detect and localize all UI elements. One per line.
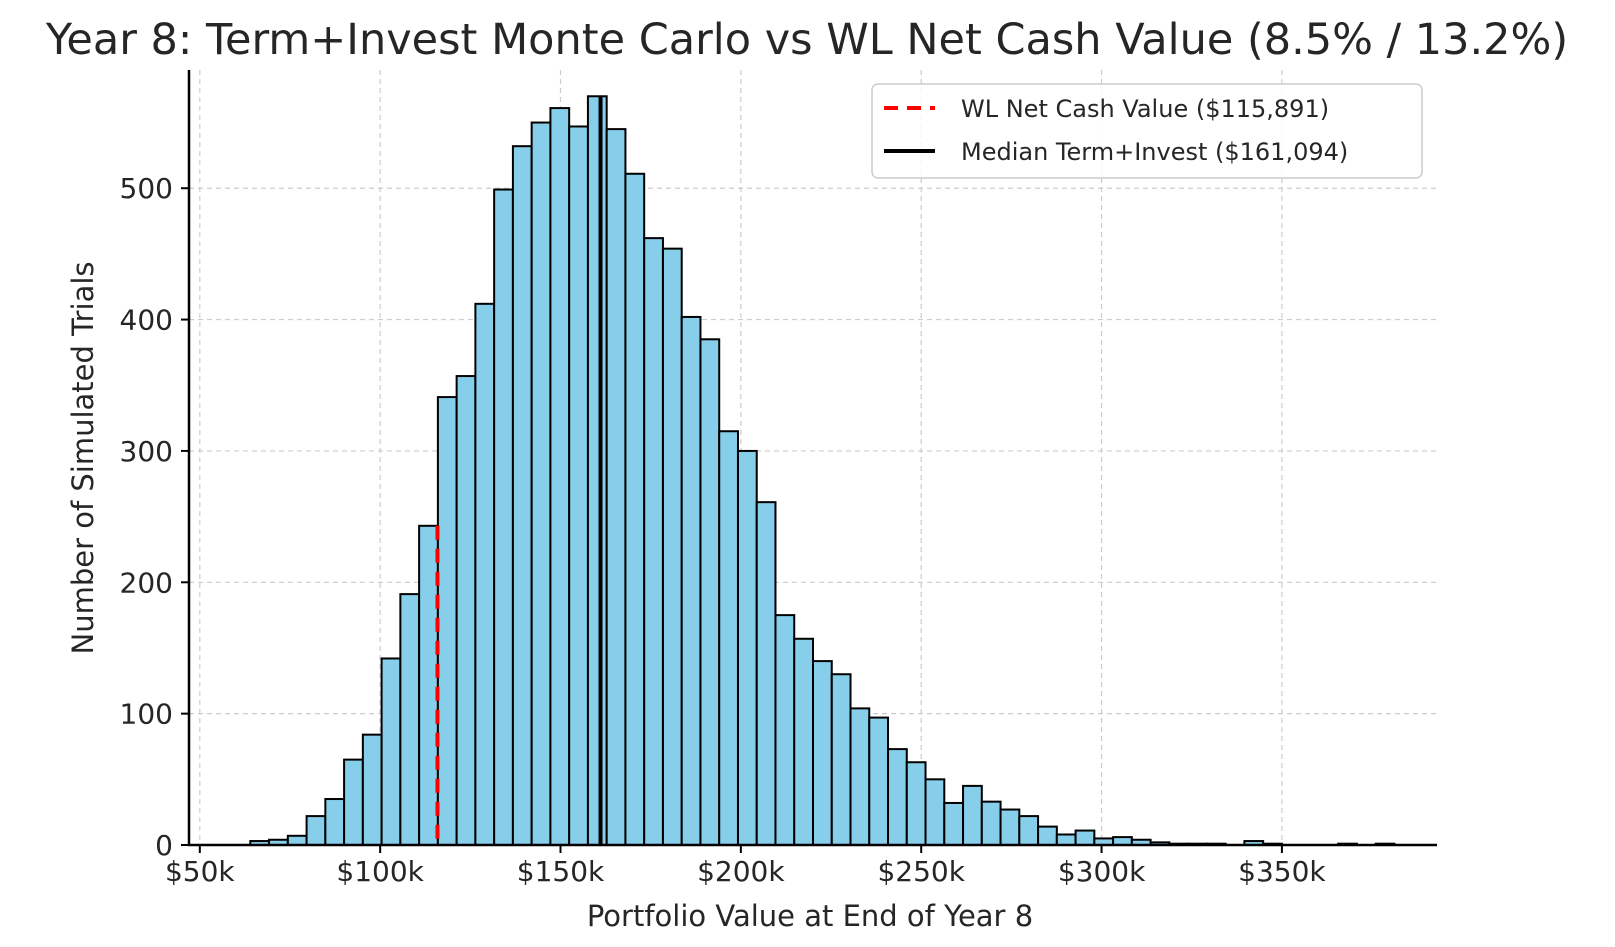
reference-lines bbox=[435, 96, 603, 845]
histogram-bar bbox=[1074, 829, 1096, 846]
histogram-bar bbox=[474, 302, 496, 847]
histogram-bar bbox=[305, 815, 327, 846]
x-tick-label: $150k bbox=[517, 855, 605, 888]
histogram-bar bbox=[343, 758, 364, 847]
y-tick-label: 100 bbox=[120, 698, 173, 731]
histogram-bar bbox=[905, 761, 927, 847]
histogram-bar bbox=[549, 107, 571, 847]
y-tick-label: 200 bbox=[120, 566, 173, 599]
axes bbox=[187, 70, 1437, 847]
y-tick-label: 300 bbox=[120, 435, 173, 468]
histogram-bar bbox=[586, 95, 608, 847]
histogram-bar bbox=[493, 188, 514, 847]
legend: WL Net Cash Value ($115,891) Median Term… bbox=[871, 83, 1423, 179]
histogram-bar bbox=[1018, 815, 1040, 846]
histogram-bar bbox=[962, 784, 983, 846]
x-tick-label: $200k bbox=[697, 855, 785, 888]
x-tick-label: $300k bbox=[1058, 855, 1146, 888]
histogram-bar bbox=[568, 125, 589, 847]
y-axis-label: Number of Simulated Trials bbox=[66, 261, 100, 654]
x-axis-label: Portfolio Value at End of Year 8 bbox=[587, 899, 1033, 933]
histogram-bar bbox=[511, 145, 533, 846]
histogram-bar bbox=[1055, 833, 1077, 846]
x-tick-label: $250k bbox=[877, 855, 965, 888]
histogram-bar bbox=[736, 449, 758, 846]
histogram-bar bbox=[980, 800, 1002, 846]
histogram-bar bbox=[699, 338, 721, 846]
histogram-bar bbox=[624, 172, 646, 846]
x-axis-ticks: $50k $100k $150k $200k $250k $300k $350k bbox=[165, 845, 1326, 888]
x-tick-label: $50k bbox=[165, 855, 235, 888]
histogram-bar bbox=[774, 614, 796, 847]
histogram-bar bbox=[887, 748, 908, 846]
histogram-bar bbox=[455, 375, 477, 846]
legend-label-wl-net-cash: WL Net Cash Value ($115,891) bbox=[961, 95, 1329, 123]
histogram-bar bbox=[1037, 825, 1058, 846]
histogram-bar bbox=[643, 237, 664, 846]
histogram-bar bbox=[755, 501, 777, 846]
histogram-bar bbox=[849, 707, 871, 846]
histogram-bar bbox=[399, 593, 421, 846]
histogram-bar bbox=[830, 673, 852, 847]
histogram-bar bbox=[680, 315, 702, 846]
histogram-bar bbox=[436, 396, 458, 846]
histogram-bar bbox=[812, 660, 833, 846]
histogram-bar bbox=[924, 778, 946, 846]
histogram-bar bbox=[718, 430, 739, 846]
y-tick-label: 500 bbox=[120, 172, 173, 205]
histogram-bar bbox=[661, 247, 683, 847]
legend-label-median: Median Term+Invest ($161,094) bbox=[961, 138, 1348, 166]
histogram-bar bbox=[418, 524, 439, 847]
histogram-bar bbox=[943, 801, 965, 847]
histogram-bar bbox=[361, 733, 383, 846]
histogram-bar bbox=[605, 128, 627, 846]
histogram-bar bbox=[793, 637, 815, 846]
histogram-bar bbox=[999, 808, 1021, 846]
histogram-bar bbox=[530, 121, 552, 847]
y-tick-label: 0 bbox=[155, 829, 173, 862]
y-axis-ticks: 0 100 200 300 400 500 bbox=[120, 172, 189, 862]
x-tick-label: $350k bbox=[1238, 855, 1326, 888]
histogram-bar bbox=[286, 834, 308, 847]
legend-frame bbox=[871, 83, 1423, 179]
y-tick-label: 400 bbox=[120, 304, 173, 337]
x-tick-label: $100k bbox=[336, 855, 424, 888]
histogram-bar bbox=[868, 716, 890, 846]
histogram-bar bbox=[324, 798, 346, 847]
histogram-bar bbox=[380, 657, 402, 846]
chart-title: Year 8: Term+Invest Monte Carlo vs WL Ne… bbox=[45, 15, 1568, 65]
histogram-bars bbox=[249, 95, 1396, 847]
